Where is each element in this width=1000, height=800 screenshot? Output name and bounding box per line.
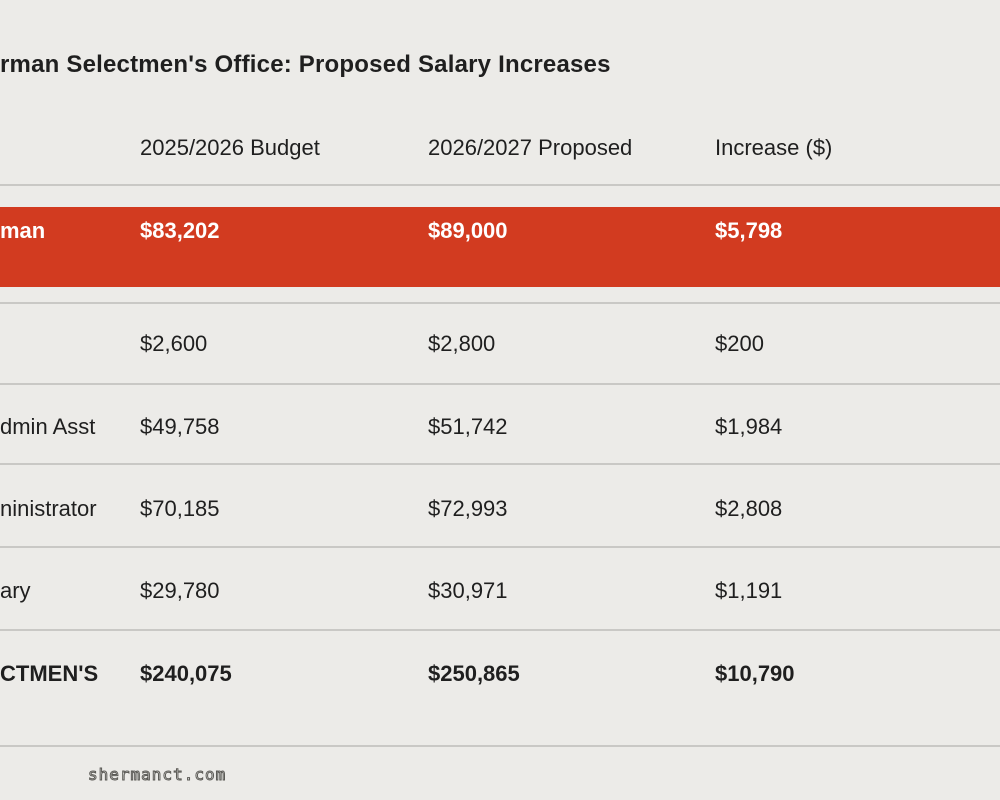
cell-increase: $200: [715, 331, 764, 356]
row-divider: [0, 302, 1000, 304]
cell-increase: $10,790: [715, 661, 795, 686]
page-title: rman Selectmen's Office: Proposed Salary…: [0, 51, 611, 78]
column-header-proposed: 2026/2027 Proposed: [428, 135, 633, 160]
table-row: $2,600 $2,800 $200: [0, 331, 1000, 357]
cell-proposed: $2,800: [428, 331, 496, 356]
cell-proposed: $250,865: [428, 661, 520, 686]
highlighted-row-background: [0, 207, 1000, 287]
row-label: ninistrator: [0, 496, 97, 521]
cell-budget: $2,600: [140, 331, 208, 356]
table-row-total: CTMEN'S $240,075 $250,865 $10,790: [0, 661, 1000, 687]
row-label: CTMEN'S: [0, 661, 99, 686]
table-row-administrator: ninistrator $70,185 $72,993 $2,808: [0, 496, 1000, 522]
cell-increase: $5,798: [715, 218, 783, 243]
cell-proposed: $51,742: [428, 414, 508, 439]
row-divider: [0, 629, 1000, 631]
cell-budget: $29,780: [140, 578, 220, 603]
cell-increase: $1,191: [715, 578, 783, 603]
cell-increase: $2,808: [715, 496, 783, 521]
row-divider: [0, 383, 1000, 385]
table-row-secretary: ary $29,780 $30,971 $1,191: [0, 578, 1000, 604]
watermark: shermanct.com: [87, 765, 227, 785]
row-divider: [0, 463, 1000, 465]
column-header-budget: 2025/2026 Budget: [140, 135, 320, 160]
cell-proposed: $30,971: [428, 578, 508, 603]
row-divider: [0, 546, 1000, 548]
cell-budget: $70,185: [140, 496, 220, 521]
row-label: dmin Asst: [0, 414, 96, 439]
cell-budget: $240,075: [140, 661, 232, 686]
table-header-row: 2025/2026 Budget 2026/2027 Proposed Incr…: [0, 135, 1000, 161]
row-label: ary: [0, 578, 31, 603]
cell-proposed: $89,000: [428, 218, 508, 243]
cell-budget: $49,758: [140, 414, 220, 439]
row-label: man: [0, 218, 46, 243]
column-header-increase: Increase ($): [715, 135, 833, 160]
row-divider: [0, 745, 1000, 747]
cell-increase: $1,984: [715, 414, 783, 439]
cell-proposed: $72,993: [428, 496, 508, 521]
row-divider: [0, 184, 1000, 186]
cell-budget: $83,202: [140, 218, 220, 243]
table-row-admin-asst: dmin Asst $49,758 $51,742 $1,984: [0, 414, 1000, 440]
table-row-first-selectman: man $83,202 $89,000 $5,798: [0, 218, 1000, 244]
